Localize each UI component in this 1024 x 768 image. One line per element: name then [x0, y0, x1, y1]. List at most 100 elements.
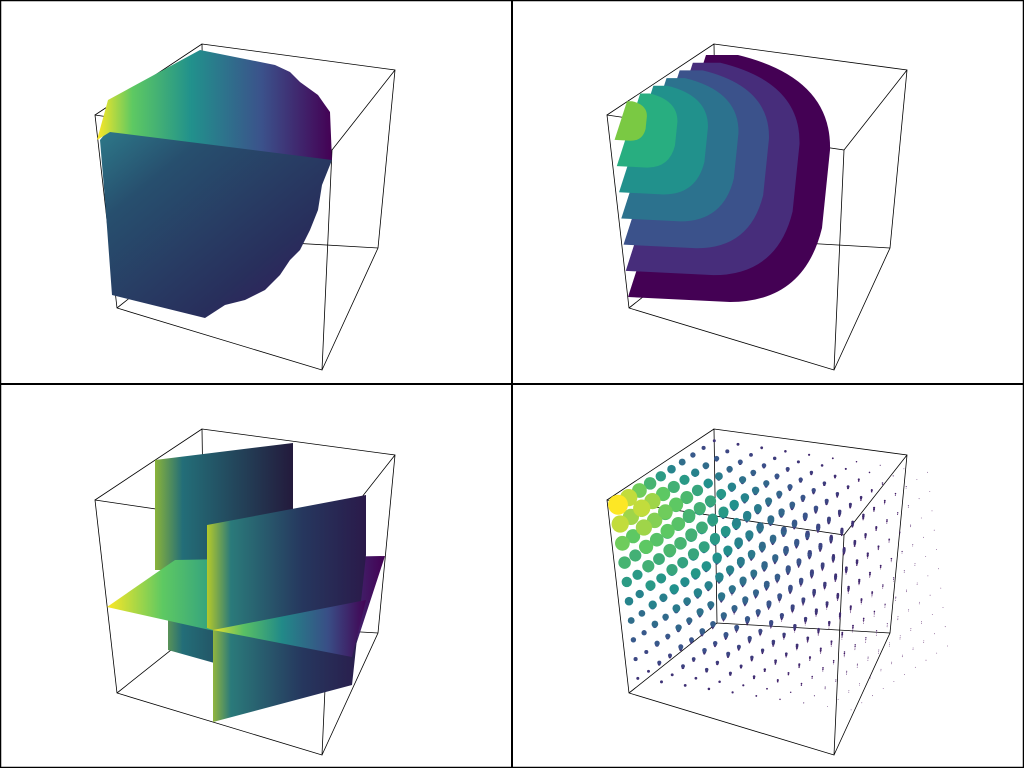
sphere-glyph [903, 572, 905, 573]
sphere-glyph [608, 494, 628, 515]
sphere-glyph [630, 637, 637, 643]
sphere-glyph [750, 655, 754, 660]
sphere-glyph [822, 668, 824, 671]
sphere-glyph [865, 637, 867, 639]
sphere-glyph [860, 603, 862, 605]
sphere-glyph [782, 632, 786, 637]
sphere-glyph [712, 628, 714, 630]
sphere-glyph [847, 591, 849, 593]
sphere-glyph [685, 528, 698, 541]
sphere-glyph [712, 552, 722, 563]
sphere-glyph [879, 464, 881, 466]
sphere-glyph [854, 645, 856, 648]
sphere-glyph [854, 644, 856, 646]
sphere-glyph [889, 644, 890, 645]
sphere-glyph [802, 605, 804, 607]
sphere-glyph [635, 519, 653, 536]
sphere-glyph [849, 606, 852, 609]
sphere-glyph [804, 622, 806, 624]
sphere-glyph [862, 619, 865, 621]
sphere-glyph [772, 456, 777, 461]
sphere-glyph [779, 612, 785, 618]
sphere-glyph [931, 510, 933, 512]
sphere-glyph [914, 564, 916, 566]
sphere-glyph [665, 633, 671, 639]
sphere-glyph [658, 504, 673, 520]
sphere-glyph [862, 513, 865, 517]
sphere-glyph [811, 675, 813, 678]
sphere-glyph [856, 663, 858, 665]
sphere-glyph [701, 445, 706, 450]
sphere-glyph [691, 657, 696, 661]
sphere-glyph [918, 498, 920, 500]
sphere-glyph [801, 597, 806, 602]
sphere-glyph [847, 585, 850, 589]
sphere-glyph [927, 575, 929, 577]
sphere-glyph [732, 517, 741, 527]
sphere-glyph [680, 491, 694, 504]
sphere-glyph [841, 633, 844, 636]
sphere-glyph [873, 614, 875, 615]
sphere-glyph [644, 649, 649, 655]
sphere-glyph [672, 604, 681, 613]
sphere-glyph [916, 582, 918, 584]
sphere-glyph [906, 589, 907, 591]
sphere-glyph [893, 579, 894, 580]
sphere-glyph [884, 605, 886, 607]
sphere-glyph [777, 593, 783, 599]
sphere-glyph [659, 593, 668, 602]
sphere-glyph [804, 624, 806, 626]
sphere-glyph [663, 543, 677, 557]
sphere-glyph [803, 616, 808, 621]
sphere-glyph [677, 557, 689, 568]
panel-contours [606, 43, 908, 371]
sphere-glyph [701, 561, 712, 571]
sphere-glyph [910, 526, 911, 528]
sphere-glyph [895, 596, 897, 598]
sphere-glyph [888, 542, 890, 543]
sphere-glyph [860, 599, 863, 602]
sphere-glyph [824, 498, 829, 503]
sphere-glyph [755, 609, 761, 615]
sphere-glyph [867, 659, 869, 661]
sphere-glyph [747, 635, 752, 641]
sphere-glyph [813, 695, 815, 697]
sphere-glyph [734, 624, 740, 630]
sphere-glyph [833, 663, 834, 665]
sphere-glyph [841, 638, 843, 640]
sphere-glyph [726, 651, 731, 656]
sphere-glyph [828, 624, 830, 627]
sphere-glyph [793, 623, 797, 628]
sphere-glyph [886, 520, 888, 523]
sphere-glyph [855, 461, 858, 463]
sphere-glyph [763, 580, 770, 587]
sphere-glyph [749, 452, 753, 457]
sphere-glyph [820, 652, 821, 654]
sphere-glyph [921, 622, 922, 624]
sphere-glyph [830, 640, 833, 643]
sphere-glyph [743, 510, 752, 520]
sphere-glyph [814, 608, 818, 612]
sphere-glyph [896, 512, 899, 514]
sphere-glyph [733, 614, 735, 615]
sphere-glyph [781, 621, 782, 622]
sphere-glyph [723, 621, 724, 622]
sphere-glyph [657, 660, 662, 665]
sphere-glyph [750, 569, 758, 577]
sphere-glyph [883, 499, 886, 502]
sphere-glyph [893, 681, 895, 682]
sphere-glyph [835, 681, 837, 683]
sphere-glyph [707, 601, 715, 609]
sphere-glyph [771, 639, 776, 644]
sphere-glyph [690, 452, 696, 458]
sphere-glyph [723, 631, 729, 638]
sphere-glyph [843, 651, 846, 653]
sphere-glyph [828, 628, 830, 629]
sphere-glyph [894, 494, 896, 496]
sphere-glyph [681, 664, 685, 669]
sphere-glyph [843, 654, 845, 656]
sphere-glyph [908, 610, 909, 612]
sphere-glyph [895, 598, 897, 600]
sphere-glyph [830, 645, 832, 647]
sphere-glyph [877, 545, 880, 548]
